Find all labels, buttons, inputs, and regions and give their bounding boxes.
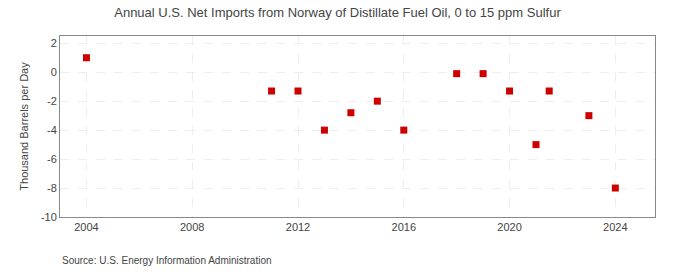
svg-text:2024: 2024 — [603, 221, 627, 233]
svg-text:-4: -4 — [47, 124, 57, 136]
svg-text:2: 2 — [51, 37, 57, 49]
svg-text:Annual U.S. Net Imports from N: Annual U.S. Net Imports from Norway of D… — [114, 5, 561, 20]
svg-text:2004: 2004 — [74, 221, 98, 233]
svg-text:0: 0 — [51, 66, 57, 78]
svg-text:2008: 2008 — [180, 221, 204, 233]
svg-text:-10: -10 — [41, 211, 57, 223]
svg-text:2012: 2012 — [286, 221, 310, 233]
svg-text:-8: -8 — [47, 182, 57, 194]
svg-text:-6: -6 — [47, 153, 57, 165]
svg-text:-2: -2 — [47, 95, 57, 107]
svg-text:2020: 2020 — [497, 221, 521, 233]
svg-text:2016: 2016 — [392, 221, 416, 233]
svg-text:Source: U.S. Energy Informatio: Source: U.S. Energy Information Administ… — [62, 255, 272, 266]
svg-text:Thousand Barrels per Day: Thousand Barrels per Day — [18, 62, 30, 191]
